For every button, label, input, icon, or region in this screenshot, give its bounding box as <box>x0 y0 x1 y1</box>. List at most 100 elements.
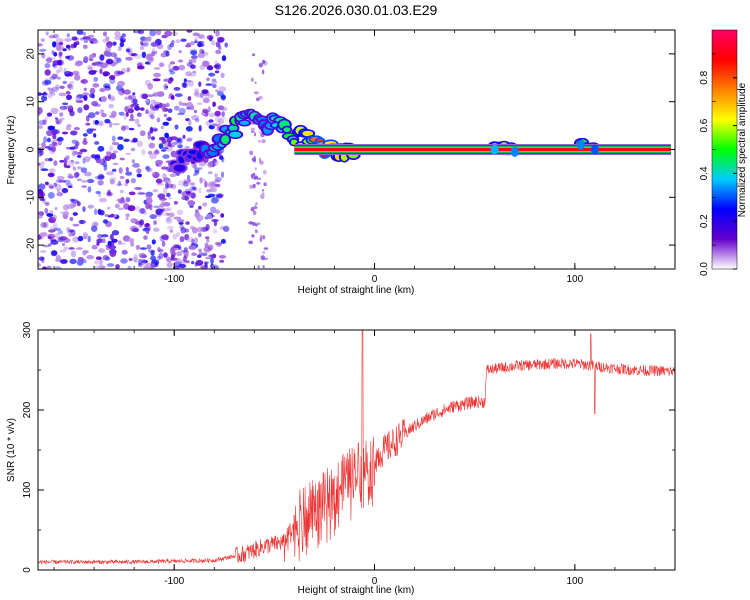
noise-speckle <box>73 203 77 207</box>
noise-speckle <box>73 127 80 131</box>
noise-speckle <box>97 180 104 186</box>
noise-speckle <box>185 80 192 83</box>
noise-speckle <box>130 53 138 57</box>
noise-speckle <box>53 227 61 231</box>
noise-speckle <box>210 257 214 265</box>
noise-speckle <box>102 161 108 168</box>
noise-speckle <box>189 41 195 46</box>
noise-speckle <box>51 146 56 152</box>
noise-speckle <box>175 39 181 44</box>
noise-speckle <box>195 259 204 266</box>
noise-speckle <box>58 230 63 235</box>
noise-speckle <box>214 110 221 117</box>
noise-speckle <box>126 69 130 73</box>
noise-speckle <box>208 119 214 123</box>
noise-speckle <box>98 209 105 216</box>
noise-speckle <box>155 159 164 165</box>
noise-speckle <box>47 125 56 131</box>
noise-speckle <box>214 70 220 74</box>
noise-speckle <box>89 58 94 62</box>
noise-speckle <box>123 138 130 142</box>
noise-speckle <box>167 63 172 69</box>
noise-speckle <box>65 182 73 187</box>
noise-speckle <box>145 193 153 200</box>
noise-speckle <box>249 150 254 156</box>
noise-speckle <box>63 210 69 216</box>
noise-speckle <box>150 114 155 120</box>
noise-speckle <box>73 145 78 150</box>
noise-speckle <box>125 197 131 203</box>
noise-speckle <box>83 39 89 44</box>
noise-speckle <box>215 49 222 55</box>
noise-speckle <box>160 211 169 216</box>
noise-speckle <box>87 186 92 193</box>
noise-speckle <box>152 171 160 179</box>
noise-speckle <box>195 209 199 213</box>
noise-speckle <box>156 183 165 186</box>
noise-speckle <box>182 134 186 139</box>
noise-speckle <box>74 161 80 165</box>
noise-speckle <box>158 248 164 253</box>
noise-speckle <box>206 188 212 193</box>
noise-speckle <box>77 107 83 114</box>
noise-speckle <box>180 250 188 253</box>
noise-speckle <box>202 89 210 97</box>
noise-speckle <box>167 196 172 200</box>
noise-speckle <box>200 252 208 257</box>
figure-title: S126.2026.030.01.03.E29 <box>275 2 438 18</box>
noise-speckle <box>159 203 165 208</box>
noise-speckle <box>143 212 148 216</box>
noise-speckle <box>160 149 167 152</box>
noise-speckle <box>74 143 79 150</box>
noise-speckle <box>48 229 56 233</box>
noise-speckle <box>177 180 185 187</box>
noise-speckle <box>214 173 218 178</box>
noise-speckle <box>161 107 167 113</box>
noise-speckle <box>174 93 183 97</box>
noise-speckle <box>125 217 129 220</box>
noise-speckle <box>189 182 196 186</box>
noise-speckle <box>152 92 159 97</box>
noise-speckle <box>61 131 69 135</box>
noise-speckle <box>194 92 203 98</box>
noise-speckle <box>194 170 200 175</box>
snr-xlabel: Height of straight line (km) <box>298 585 415 596</box>
noise-speckle <box>40 168 49 171</box>
spectrogram-ytick-label: 20 <box>26 48 37 60</box>
noise-speckle <box>71 36 78 41</box>
noise-speckle <box>187 200 196 206</box>
noise-speckle <box>197 102 203 105</box>
noise-speckle <box>42 119 47 125</box>
noise-speckle <box>85 122 91 126</box>
noise-speckle <box>77 257 85 262</box>
noise-speckle <box>215 209 221 214</box>
noise-speckle <box>177 189 182 194</box>
noise-speckle <box>38 211 44 217</box>
noise-speckle <box>89 87 96 94</box>
noise-speckle <box>183 179 188 184</box>
noise-speckle <box>184 228 189 233</box>
noise-speckle <box>52 41 57 48</box>
noise-speckle <box>111 238 118 243</box>
noise-speckle <box>83 94 88 101</box>
noise-speckle <box>103 50 110 57</box>
noise-speckle <box>150 136 156 141</box>
noise-speckle <box>156 30 161 36</box>
noise-speckle <box>157 246 161 253</box>
noise-speckle <box>195 118 200 123</box>
noise-speckle <box>157 39 162 45</box>
noise-speckle <box>46 265 52 269</box>
noise-speckle <box>52 129 60 135</box>
noise-speckle <box>90 40 94 44</box>
noise-speckle <box>262 169 267 175</box>
noise-speckle <box>125 213 130 218</box>
noise-speckle <box>258 140 261 143</box>
noise-speckle <box>48 168 56 173</box>
noise-speckle <box>191 252 198 256</box>
noise-speckle <box>155 208 164 215</box>
spectrogram-ytick-label: 10 <box>26 96 37 108</box>
noise-speckle <box>134 187 143 190</box>
noise-speckle <box>218 86 227 93</box>
noise-speckle <box>106 171 114 176</box>
noise-speckle <box>57 188 61 196</box>
